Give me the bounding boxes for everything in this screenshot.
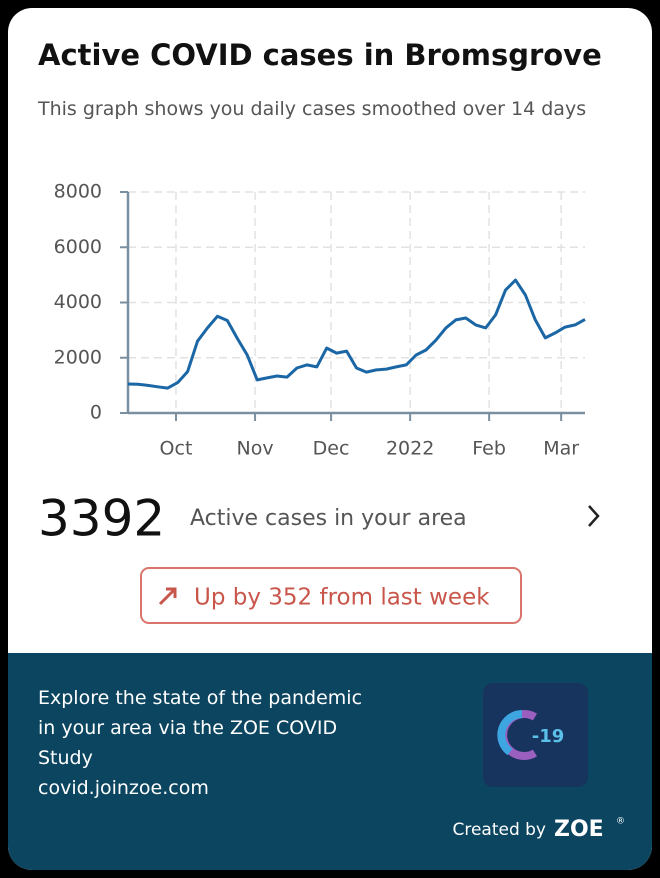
logo [483, 683, 588, 787]
up-arrow [158, 587, 177, 606]
y-tick-label: 4000 [54, 291, 102, 313]
y-tick-label: 8000 [54, 181, 102, 203]
created-by: Created by [452, 820, 546, 840]
y-tick-label: 6000 [54, 236, 102, 258]
case-count: 3392 [38, 490, 165, 548]
x-tick-label: Nov [237, 438, 274, 460]
y-tick-label: 0 [90, 402, 102, 424]
logo-text: -19 [532, 726, 565, 747]
brand-mark: ® [616, 817, 625, 827]
chart-title: Active COVID cases in Bromsgrove [38, 38, 602, 72]
chevron[interactable] [588, 505, 600, 527]
x-tick-label: Feb [472, 438, 506, 460]
x-tick-label: Dec [313, 438, 350, 460]
change-badge [140, 567, 522, 624]
change-text: Up by 352 from last week [194, 585, 490, 611]
case-count-label: Active cases in your area [190, 506, 467, 531]
logo-ring [497, 710, 523, 756]
x-tick-label: Oct [160, 438, 193, 460]
chart-subtitle: This graph shows you daily cases smoothe… [38, 98, 587, 120]
x-tick-label: 2022 [386, 438, 434, 460]
x-tick-label: Mar [543, 438, 579, 460]
footer-text: Explore the state of the pandemic in you… [38, 683, 362, 803]
footer-line: Explore the state of the pandemic [38, 687, 363, 709]
footer-line: Study [38, 747, 93, 769]
footer-line: in your area via the ZOE COVID [38, 717, 338, 739]
footer-url[interactable]: covid.joinzoe.com [38, 777, 209, 799]
brand: ZOE [554, 817, 604, 842]
line [127, 278, 586, 390]
y-tick-label: 2000 [54, 346, 102, 368]
